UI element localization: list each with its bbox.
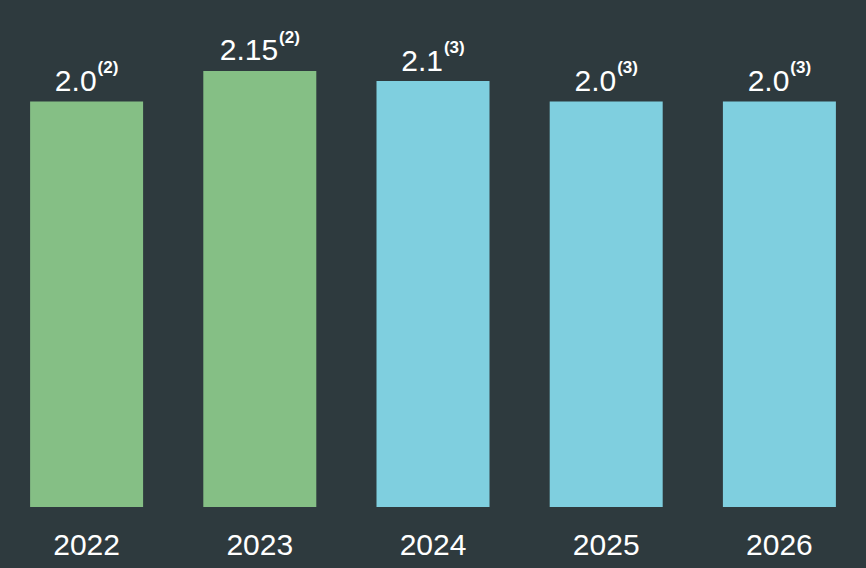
svg-text:2026: 2026 — [746, 528, 813, 561]
svg-text:2.0: 2.0 — [748, 64, 790, 97]
svg-text:2023: 2023 — [226, 528, 293, 561]
svg-text:2.0: 2.0 — [574, 64, 616, 97]
svg-text:(3): (3) — [790, 58, 811, 77]
svg-text:2.0: 2.0 — [55, 64, 97, 97]
svg-text:(3): (3) — [444, 38, 465, 57]
svg-text:2024: 2024 — [400, 528, 467, 561]
svg-text:2.15: 2.15 — [220, 33, 278, 66]
svg-text:(2): (2) — [98, 58, 119, 77]
svg-text:2025: 2025 — [573, 528, 640, 561]
svg-text:(2): (2) — [279, 28, 300, 47]
svg-text:2022: 2022 — [53, 528, 120, 561]
svg-text:(3): (3) — [617, 58, 638, 77]
svg-text:2.1: 2.1 — [401, 44, 443, 77]
